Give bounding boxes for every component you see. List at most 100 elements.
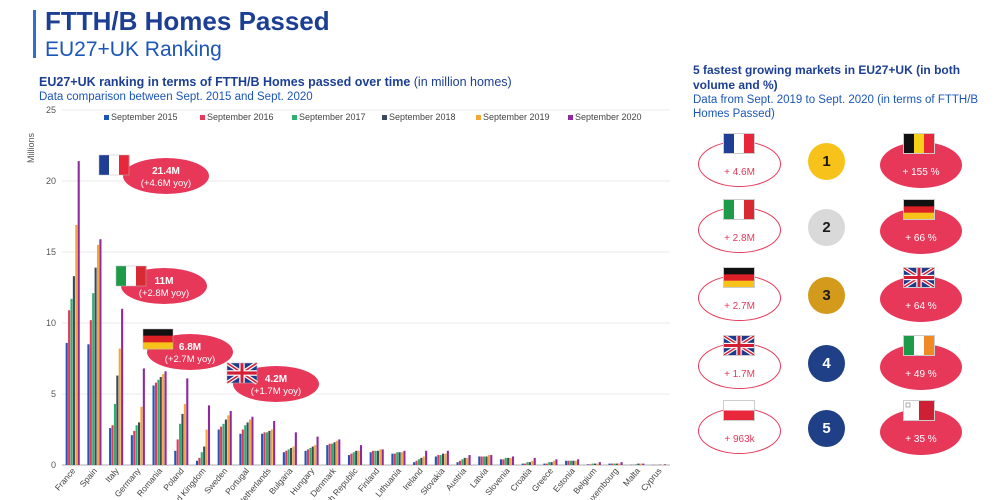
callout-yoy: (+4.6M yoy) [141, 178, 191, 189]
percent-growth-value: + 155 % [902, 167, 940, 178]
callout-value: 4.2M [265, 374, 287, 385]
percent-growth-value: + 35 % [905, 434, 937, 445]
bar-hungary [316, 436, 319, 465]
bar-portugal [251, 416, 254, 465]
y-tick-label: 25 [46, 105, 56, 115]
bar-portugal [246, 422, 249, 465]
bar-malta [642, 463, 645, 465]
flag-germany-icon [903, 199, 935, 220]
bar-belgium [598, 462, 601, 465]
bar-croatia [521, 463, 524, 465]
bar-croatia [533, 457, 536, 465]
legend-swatch [568, 115, 573, 120]
legend-label: September 2018 [389, 112, 456, 122]
bar-germany [130, 435, 133, 465]
bar-italy [111, 425, 114, 465]
bar-italy [116, 375, 119, 465]
market-row-5: + 963k 5 + 35 % [0, 400, 1000, 456]
bar-lithuania [391, 453, 394, 465]
bar-italy [113, 403, 116, 465]
bar-cyprus [663, 464, 667, 465]
rank-badge: 2 [808, 209, 845, 246]
bar-czech-republic [359, 445, 363, 465]
bar-czech-republic [347, 455, 351, 465]
flag-germany-icon [723, 267, 755, 288]
bar-germany [135, 425, 138, 465]
bar-romania [164, 371, 167, 465]
bar-ireland [415, 460, 418, 465]
bar-france [72, 276, 75, 465]
market-row-4: + 1.7M 4 + 49 % [0, 335, 1000, 391]
bar-latvia [485, 456, 488, 465]
side-panel-heading: 5 fastest growing markets in EU27+UK (in… [693, 63, 961, 92]
bar-czech-republic [357, 450, 360, 465]
callout-yoy: (+2.7M yoy) [165, 354, 215, 365]
bar-bulgaria [294, 432, 297, 465]
flag-belgium-icon [903, 133, 935, 154]
bar-spain [92, 293, 95, 465]
market-row-2: + 2.8M 2 + 66 % [0, 199, 1000, 255]
callout-france: 21.4M(+4.6M yoy) [98, 154, 209, 194]
bar-slovenia [502, 459, 505, 465]
bar-sweden [227, 415, 230, 465]
bar-luxembourg [615, 463, 618, 465]
rank-badge: 5 [808, 410, 845, 447]
bar-luxembourg [613, 463, 616, 465]
volume-growth-value: + 2.7M [724, 301, 755, 312]
y-axis-label: Millions [26, 133, 36, 164]
percent-growth-value: + 66 % [905, 233, 937, 244]
bar-luxembourg [618, 463, 621, 465]
bar-finland [374, 450, 377, 465]
bar-finland [376, 450, 379, 465]
bar-poland [179, 423, 182, 465]
bar-slovakia [437, 455, 440, 465]
page-subtitle: EU27+UK Ranking [45, 38, 222, 61]
bar-malta [639, 463, 642, 465]
bar-france [65, 342, 68, 465]
bar-croatia [531, 460, 534, 465]
bar-finland [379, 449, 382, 465]
bar-ireland [417, 459, 420, 465]
bar-germany [140, 406, 143, 465]
y-tick-label: 15 [46, 247, 56, 257]
bar-netherlands [268, 430, 271, 465]
bar-hungary [314, 445, 317, 465]
bar-germany [133, 430, 136, 465]
bar-slovakia [439, 455, 442, 465]
flag-uk-icon [723, 335, 755, 356]
bar-germany [142, 368, 145, 465]
bar-ireland [420, 457, 423, 465]
rank-badge: 1 [808, 143, 845, 180]
bar-slovakia [434, 456, 437, 465]
bar-belgium [591, 463, 594, 465]
x-tick-label: Cyprus [639, 466, 664, 493]
bar-bulgaria [290, 447, 293, 465]
bar-croatia [526, 462, 529, 465]
bar-greece [545, 463, 548, 465]
bar-estonia [567, 460, 570, 465]
bar-austria [456, 462, 459, 465]
bar-united-kingdom [207, 405, 211, 465]
bar-poland [183, 403, 186, 465]
bar-sweden [222, 423, 225, 465]
bar-netherlands [273, 420, 276, 465]
bar-slovenia [507, 457, 510, 465]
bar-lithuania [396, 452, 399, 465]
bar-greece [548, 462, 551, 465]
bar-romania [152, 385, 155, 465]
bar-spain [89, 320, 92, 465]
flag-uk-icon [225, 361, 259, 385]
bar-czech-republic [352, 452, 355, 465]
bar-romania [154, 382, 158, 465]
chart-subheading: Data comparison between Sept. 2015 and S… [39, 91, 313, 103]
callout-value: 21.4M [152, 166, 180, 177]
legend-swatch [200, 115, 205, 120]
x-tick-label: Greece [530, 466, 556, 494]
bar-latvia [487, 455, 490, 465]
bar-slovakia [442, 453, 445, 465]
bar-ireland [425, 450, 428, 465]
y-tick-label: 0 [51, 460, 56, 470]
x-tick-label: Austria [444, 466, 469, 493]
chart-heading-unit: (in million homes) [410, 75, 512, 89]
callout-value: 6.8M [179, 342, 201, 353]
